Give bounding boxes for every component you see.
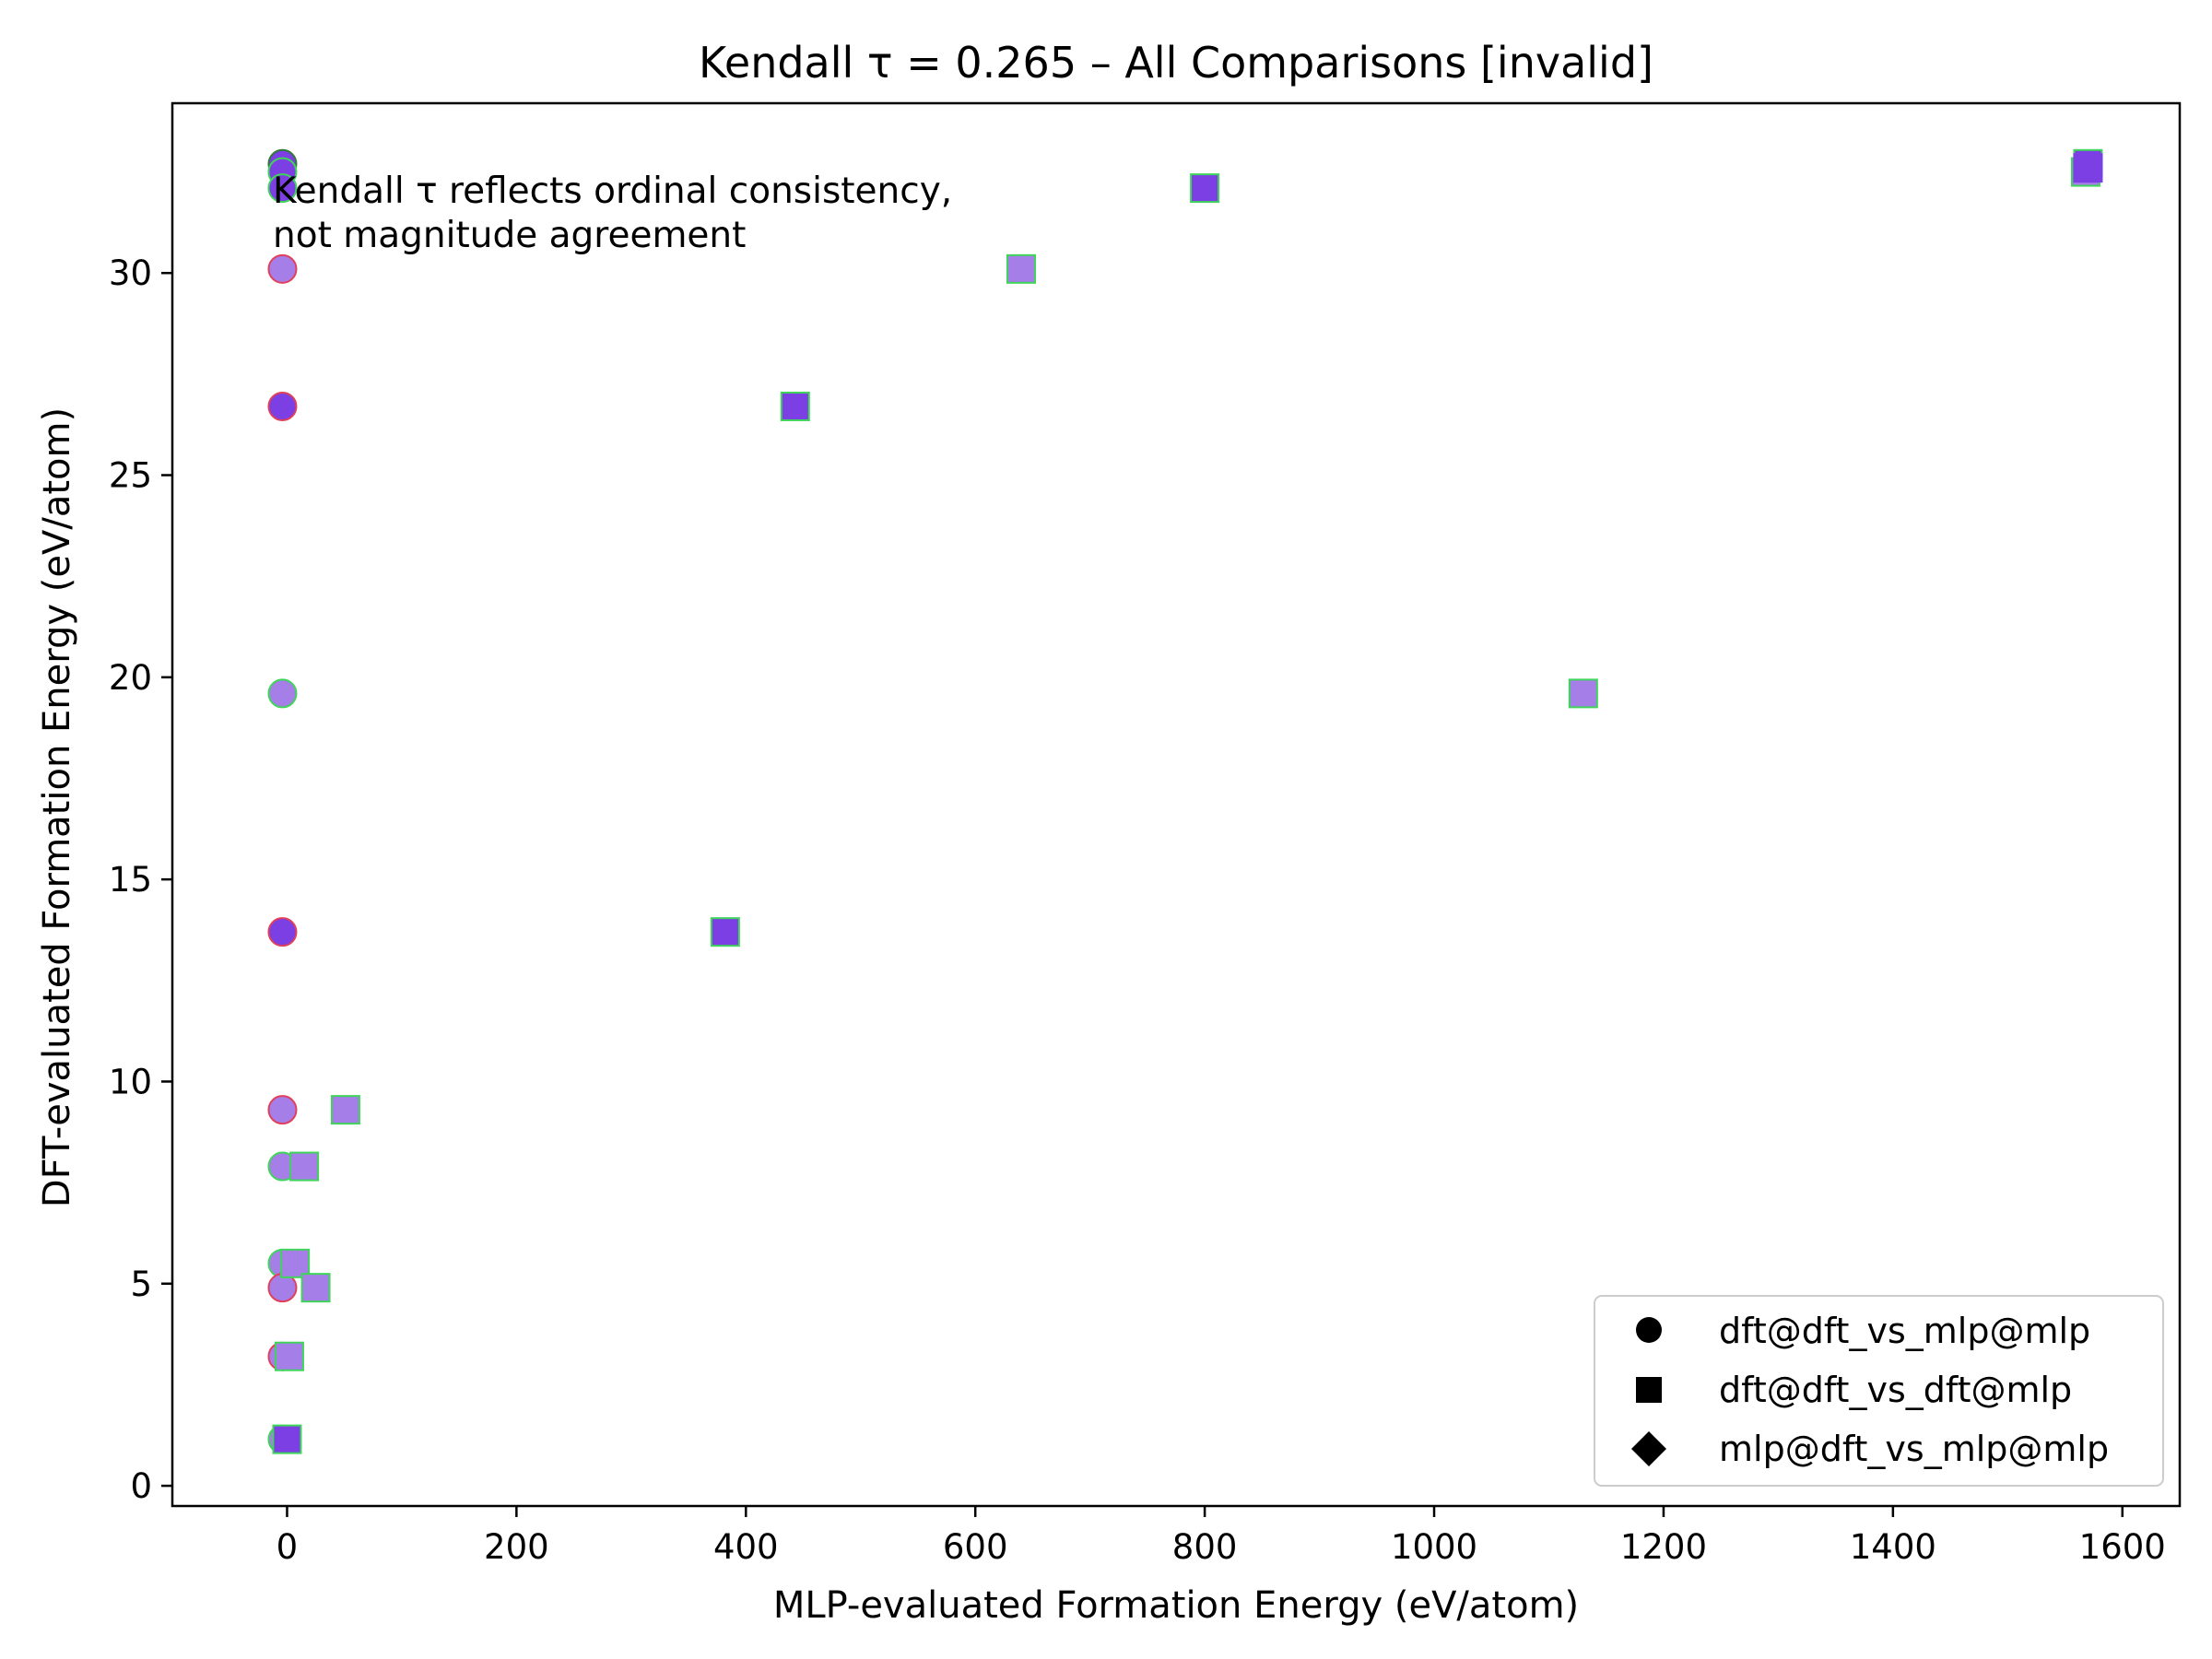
x-tick-label: 800: [1172, 1527, 1238, 1567]
circle-point: [267, 678, 298, 709]
square-point: [2073, 153, 2103, 183]
legend-square-marker: [1636, 1377, 1662, 1403]
square-point: [274, 1341, 304, 1371]
y-axis-label: DFT-evaluated Formation Energy (eV/atom): [36, 407, 78, 1207]
square-point: [272, 1424, 302, 1454]
y-tick-label: 10: [109, 1062, 152, 1101]
annotation-line-1: Kendall τ reflects ordinal consistency,: [273, 171, 952, 212]
y-tick-label: 25: [109, 456, 152, 496]
x-axis-ticks: 0 200 400 600 800 1000 1200 1400 1600: [276, 1506, 2166, 1567]
square-point: [300, 1273, 331, 1303]
legend-label-1: dft@dft_vs_mlp@mlp: [1719, 1311, 2090, 1351]
square-point: [780, 391, 810, 421]
circle-point: [267, 917, 298, 947]
legend-label-2: dft@dft_vs_dft@mlp: [1719, 1370, 2072, 1410]
x-tick-label: 600: [943, 1527, 1008, 1567]
y-tick-label: 15: [109, 860, 152, 900]
x-tick-label: 1600: [2079, 1527, 2166, 1567]
y-tick-label: 0: [130, 1466, 152, 1506]
square-point: [1568, 678, 1598, 709]
y-axis-ticks: 0 5 10 15 20 25 30: [109, 253, 172, 1506]
chart-title: Kendall τ = 0.265 – All Comparisons [inv…: [699, 38, 1653, 88]
legend: dft@dft_vs_mlp@mlp dft@dft_vs_dft@mlp ml…: [1594, 1295, 2164, 1487]
annotation-line-2: not magnitude agreement: [273, 215, 746, 256]
legend-circle-marker: [1636, 1317, 1662, 1343]
x-tick-label: 400: [713, 1527, 779, 1567]
square-point: [1190, 173, 1220, 204]
y-tick-label: 20: [109, 658, 152, 698]
x-tick-label: 1400: [1850, 1527, 1936, 1567]
x-axis-label: MLP-evaluated Formation Energy (eV/atom): [773, 1584, 1579, 1627]
circle-point: [267, 173, 298, 204]
square-point: [1006, 253, 1036, 284]
square-point: [289, 1151, 320, 1182]
y-tick-label: 30: [109, 253, 152, 293]
x-tick-label: 1000: [1391, 1527, 1477, 1567]
plot-frame: [171, 101, 2182, 1508]
legend-label-3: mlp@dft_vs_mlp@mlp: [1719, 1429, 2109, 1469]
x-tick-label: 1200: [1620, 1527, 1707, 1567]
circle-point: [267, 253, 298, 284]
legend-box: [1594, 1295, 2164, 1487]
x-tick-label: 200: [484, 1527, 549, 1567]
square-point: [330, 1095, 360, 1125]
legend-diamond-marker: [1631, 1431, 1666, 1466]
circle-point: [267, 391, 298, 421]
square-point: [710, 917, 740, 947]
x-tick-label: 0: [276, 1527, 299, 1567]
circle-point: [267, 1095, 298, 1125]
data-points: [267, 148, 2103, 1454]
y-tick-label: 5: [130, 1265, 152, 1304]
square-point: [280, 1248, 311, 1278]
